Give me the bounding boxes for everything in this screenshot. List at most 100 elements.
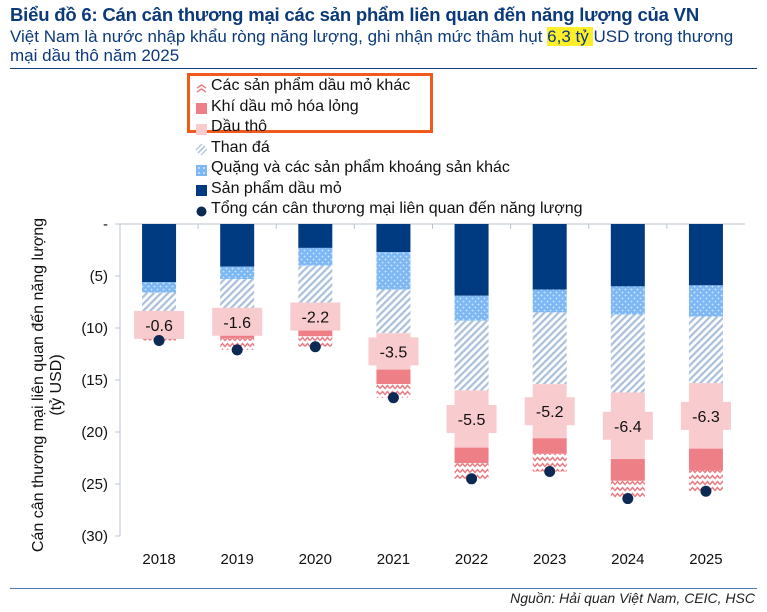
- bar-segment-lpg: [376, 369, 411, 385]
- y-tick-label: (10): [81, 320, 108, 337]
- crude-label-box: [290, 302, 341, 331]
- bar-segment-ore: [610, 286, 645, 315]
- legend-label: Tổng cán cân thương mại liên quan đến nă…: [211, 200, 583, 218]
- bar-segment-ore: [220, 266, 255, 280]
- legend-swatch-total-icon: [196, 204, 207, 217]
- crude-data-label: -5.5: [458, 412, 486, 429]
- y-tick-label: -: [103, 216, 108, 233]
- legend-swatch-coal-icon: [195, 142, 208, 156]
- total-balance-point: [231, 344, 243, 356]
- top-divider: [10, 68, 757, 69]
- y-axis-title: Cán cân thương mại liên quan đến năng lư…: [30, 218, 66, 552]
- legend-item-coal: Than đá: [195, 138, 583, 159]
- bar-segment-ore: [454, 295, 489, 321]
- total-balance-point: [309, 341, 321, 353]
- bar-segment-lpg: [532, 438, 567, 454]
- legend-swatch-lpg-icon: [196, 101, 207, 115]
- legend-swatch-petro-icon: [196, 183, 207, 197]
- crude-data-label: -3.5: [380, 344, 408, 361]
- bar-segment-petro: [532, 224, 567, 290]
- y-axis-title-line2: (tỷ USD): [48, 354, 65, 416]
- total-balance-point: [466, 473, 478, 485]
- x-tick-label: 2019: [221, 551, 254, 568]
- crude-data-label: -0.6: [145, 318, 173, 335]
- bottom-divider: [10, 588, 757, 589]
- bar-segment-petro: [220, 224, 255, 267]
- bar-segment-other: [532, 453, 567, 472]
- legend: Các sản phẩm dầu mỏ khác Khí dầu mỏ hóa l…: [195, 76, 583, 220]
- y-tick-label: (20): [81, 424, 108, 441]
- y-tick-label: (5): [90, 268, 108, 285]
- bar-segment-petro: [376, 224, 411, 253]
- x-tick-label: 2024: [611, 551, 644, 568]
- bar-segment-coal: [298, 265, 333, 306]
- crude-label-box: [680, 401, 731, 430]
- bar-segment-lpg: [454, 447, 489, 464]
- legend-item-petro: Sản phẩm dầu mỏ: [196, 179, 583, 200]
- bar-segment-other: [688, 470, 723, 492]
- crude-label-box: [134, 310, 185, 339]
- bar-segment-petro: [298, 224, 333, 248]
- subtitle-highlight: 6,3 tỷ: [547, 27, 594, 46]
- crude-label-box: [602, 411, 653, 440]
- chart-subtitle: Việt Nam là nước nhập khẩu ròng năng lượ…: [10, 27, 760, 65]
- subtitle-text-end: USD trong thương mại dầu thô năm 2025: [10, 27, 734, 65]
- bar-segment-coal: [220, 279, 255, 314]
- legend-item-other: Các sản phẩm dầu mỏ khác: [196, 76, 583, 97]
- legend-swatch-ore-icon: [196, 163, 207, 176]
- x-tick-label: 2022: [455, 551, 488, 568]
- crude-data-label: -5.2: [536, 404, 564, 421]
- bar-segment-coal: [532, 312, 567, 385]
- legend-swatch-crude-icon: [196, 122, 207, 135]
- crude-label-box: [212, 307, 263, 336]
- bar-segment-lpg: [610, 459, 645, 481]
- y-tick-label: (30): [81, 528, 108, 545]
- legend-item-total: Tổng cán cân thương mại liên quan đến nă…: [196, 199, 583, 220]
- x-tick-label: 2025: [689, 551, 722, 568]
- x-tick-label: 2020: [299, 551, 332, 568]
- legend-label: Quặng và các sản phẩm khoáng sản khác: [211, 159, 510, 177]
- legend-label: Sản phẩm dầu mỏ: [211, 179, 342, 197]
- legend-item-crude: Dầu thô: [196, 117, 583, 138]
- bar-segment-coal: [610, 314, 645, 393]
- legend-label: Dầu thô: [211, 118, 268, 136]
- total-balance-point: [544, 466, 556, 478]
- legend-item-lpg: Khí dầu mỏ hóa lỏng: [196, 97, 583, 118]
- y-tick-label: (15): [81, 372, 108, 389]
- bar-segment-coal: [688, 316, 723, 384]
- legend-highlight-box: [187, 73, 433, 133]
- y-tick-label: (25): [81, 476, 108, 493]
- bar-segment-petro: [454, 224, 489, 296]
- legend-label: Các sản phẩm dầu mỏ khác: [211, 77, 411, 95]
- bar-segment-lpg: [688, 448, 723, 471]
- total-balance-point: [700, 485, 712, 497]
- crude-label-box: [524, 397, 575, 426]
- total-balance-point: [622, 493, 634, 505]
- x-tick-label: 2023: [533, 551, 566, 568]
- x-tick-label: 2021: [377, 551, 410, 568]
- bar-segment-ore: [688, 285, 723, 317]
- legend-label: Than đá: [211, 138, 270, 156]
- source-note: Nguồn: Hải quan Việt Nam, CEIC, HSC: [510, 590, 755, 606]
- crude-data-label: -2.2: [302, 310, 330, 327]
- bar-segment-ore: [532, 289, 567, 313]
- x-tick-label: 2018: [142, 551, 175, 568]
- crude-label-box: [446, 405, 497, 433]
- bar-segment-ore: [376, 252, 411, 290]
- crude-data-label: -6.3: [692, 409, 720, 426]
- legend-item-ore: Quặng và các sản phẩm khoáng sản khác: [196, 158, 583, 179]
- crude-data-label: -6.4: [614, 419, 642, 436]
- bar-segment-ore: [298, 247, 333, 266]
- bar-segment-coal: [454, 320, 489, 391]
- total-balance-point: [153, 334, 165, 346]
- legend-swatch-other-icon: [196, 81, 207, 94]
- y-axis-title-line1: Cán cân thương mại liên quan đến năng lư…: [30, 217, 47, 553]
- total-balance-point: [387, 392, 399, 404]
- bar-segment-other: [220, 338, 255, 350]
- crude-data-label: -1.6: [223, 315, 251, 332]
- bar-segment-ore: [142, 282, 177, 293]
- bar-segment-petro: [610, 224, 645, 287]
- subtitle-text: Việt Nam là nước nhập khẩu ròng năng lượ…: [10, 27, 548, 46]
- bar-segment-other: [454, 463, 489, 479]
